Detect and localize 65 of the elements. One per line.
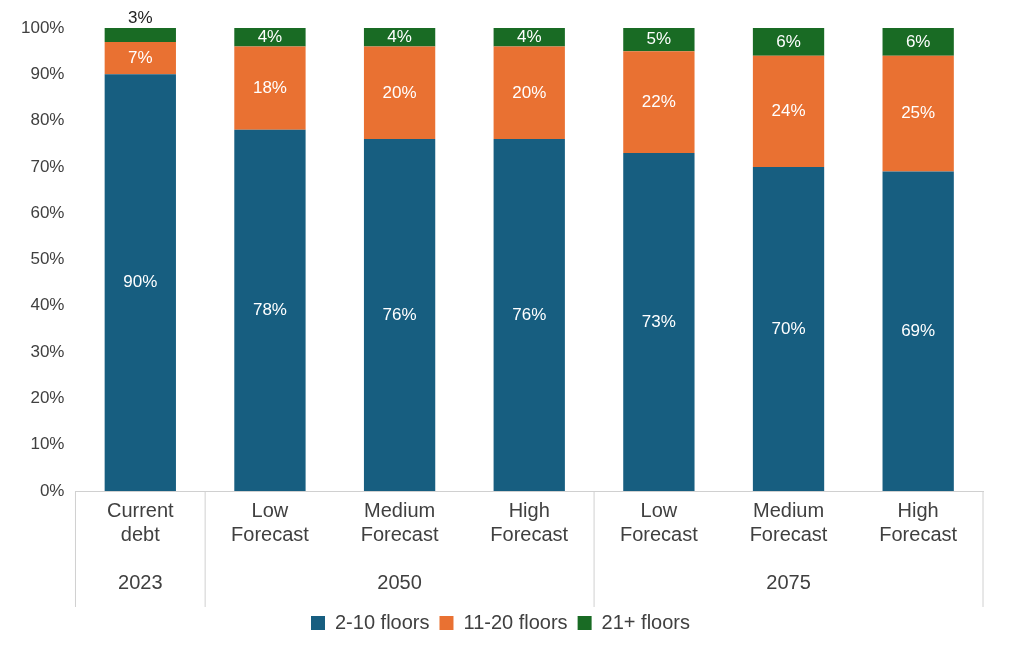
data-label: 70% [771, 318, 806, 338]
x-tick-label: High Forecast [879, 498, 958, 545]
data-label: 78% [252, 300, 287, 320]
y-tick-label: 30% [30, 341, 65, 361]
y-tick-label: 20% [30, 388, 65, 408]
data-label: 73% [641, 311, 676, 331]
data-label: 76% [512, 304, 547, 324]
bar [104, 41, 176, 75]
bar [493, 46, 565, 140]
y-tick-label: 70% [30, 156, 65, 176]
bar [363, 139, 436, 491]
data-label: 4% [257, 26, 283, 46]
x-tick-label: Medium Forecast [360, 498, 439, 545]
legend-label: 21+ floors [601, 610, 691, 633]
data-label: 3% [128, 7, 153, 27]
x-tick-label: Current debt [106, 498, 175, 545]
y-tick-label: 60% [30, 202, 65, 222]
y-tick-label: 100% [21, 17, 65, 37]
data-label: 6% [905, 31, 931, 51]
bar [493, 139, 565, 491]
bar [104, 74, 176, 491]
y-tick-label: 90% [30, 63, 65, 83]
bar [882, 55, 954, 172]
bar [752, 166, 825, 491]
bar [234, 129, 306, 491]
bar [234, 28, 306, 47]
bar [752, 55, 825, 167]
data-label: 5% [646, 29, 672, 49]
data-label: 90% [123, 272, 158, 292]
text: 2050 [377, 570, 422, 593]
legend-label: 2-10 floors [334, 610, 430, 633]
x-tick-label: Medium Forecast [749, 498, 828, 545]
data-label: 18% [252, 77, 287, 97]
bar [623, 28, 695, 52]
data-label: 7% [128, 47, 153, 67]
bar [882, 28, 954, 56]
data-label: 6% [776, 31, 801, 51]
bar [752, 28, 825, 56]
y-tick-label: 50% [30, 249, 65, 269]
data-label: 4% [516, 26, 542, 46]
data-label: 4% [387, 26, 412, 46]
y-tick-label: 0% [39, 480, 65, 500]
text: 2023 [118, 570, 163, 593]
bar [363, 46, 436, 140]
bar [363, 28, 436, 47]
bar [882, 171, 954, 491]
data-label: 76% [382, 304, 417, 324]
y-tick-label: 10% [30, 434, 65, 454]
data-label: 25% [901, 103, 936, 123]
data-label: 20% [512, 82, 547, 102]
x-tick-label: Low Forecast [619, 498, 699, 545]
bar [623, 153, 695, 491]
x-tick-label: High Forecast [490, 498, 569, 545]
bar [623, 51, 695, 154]
text: 2075 [766, 570, 811, 593]
data-label: 69% [901, 320, 936, 340]
bar [104, 28, 176, 42]
legend-label: 11-20 floors [463, 610, 568, 633]
data-label: 24% [771, 101, 806, 121]
y-tick-label: 80% [30, 110, 65, 130]
y-tick-label: 40% [30, 295, 65, 315]
data-label: 20% [382, 82, 417, 102]
bar [234, 46, 306, 130]
x-tick-label: Low Forecast [231, 498, 310, 545]
data-label: 22% [641, 91, 676, 111]
